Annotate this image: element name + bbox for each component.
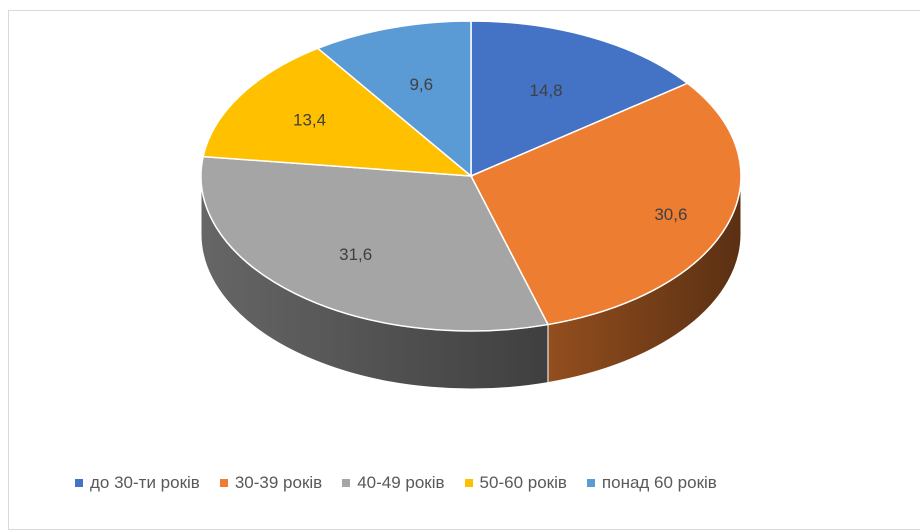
legend-label: понад 60 років bbox=[601, 473, 717, 492]
pie-slice bbox=[200, 155, 550, 332]
legend-swatch bbox=[586, 479, 595, 487]
data-label: 31,6 bbox=[339, 245, 372, 264]
legend-item: понад 60 років bbox=[586, 473, 717, 493]
legend-label: 40-49 років bbox=[357, 473, 445, 492]
pie-slice bbox=[470, 20, 689, 178]
legend-item: до 30-ти років bbox=[75, 473, 200, 493]
data-labels: 14,8 30,6 31,6 13,4 9,6 bbox=[293, 75, 687, 264]
pie-slice bbox=[202, 47, 474, 177]
chart-area: 14,8 30,6 31,6 13,4 9,6 до 30-ти років 30-39… bbox=[8, 10, 920, 530]
legend-item: 30-39 років bbox=[219, 473, 323, 493]
pie-tops bbox=[200, 20, 742, 332]
legend-item: 50-60 років bbox=[464, 473, 567, 493]
legend-swatch bbox=[219, 479, 228, 487]
pie-slice bbox=[469, 82, 742, 326]
pie-slice bbox=[316, 20, 472, 178]
legend-label: 30-39 років bbox=[234, 473, 323, 492]
legend-swatch bbox=[464, 479, 473, 487]
data-label: 9,6 bbox=[409, 75, 433, 94]
data-label: 13,4 bbox=[293, 111, 326, 130]
data-label: 30,6 bbox=[654, 205, 687, 224]
pie-chart: 14,8 30,6 31,6 13,4 9,6 bbox=[200, 20, 742, 390]
data-label: 14,8 bbox=[530, 81, 563, 100]
legend: до 30-ти років 30-39 років 40-49 років 5… bbox=[75, 473, 717, 493]
legend-label: до 30-ти років bbox=[90, 473, 200, 492]
legend-swatch bbox=[75, 479, 83, 487]
legend-item: 40-49 років bbox=[342, 473, 445, 493]
legend-swatch bbox=[342, 479, 351, 487]
legend-label: 50-60 років bbox=[479, 473, 567, 492]
